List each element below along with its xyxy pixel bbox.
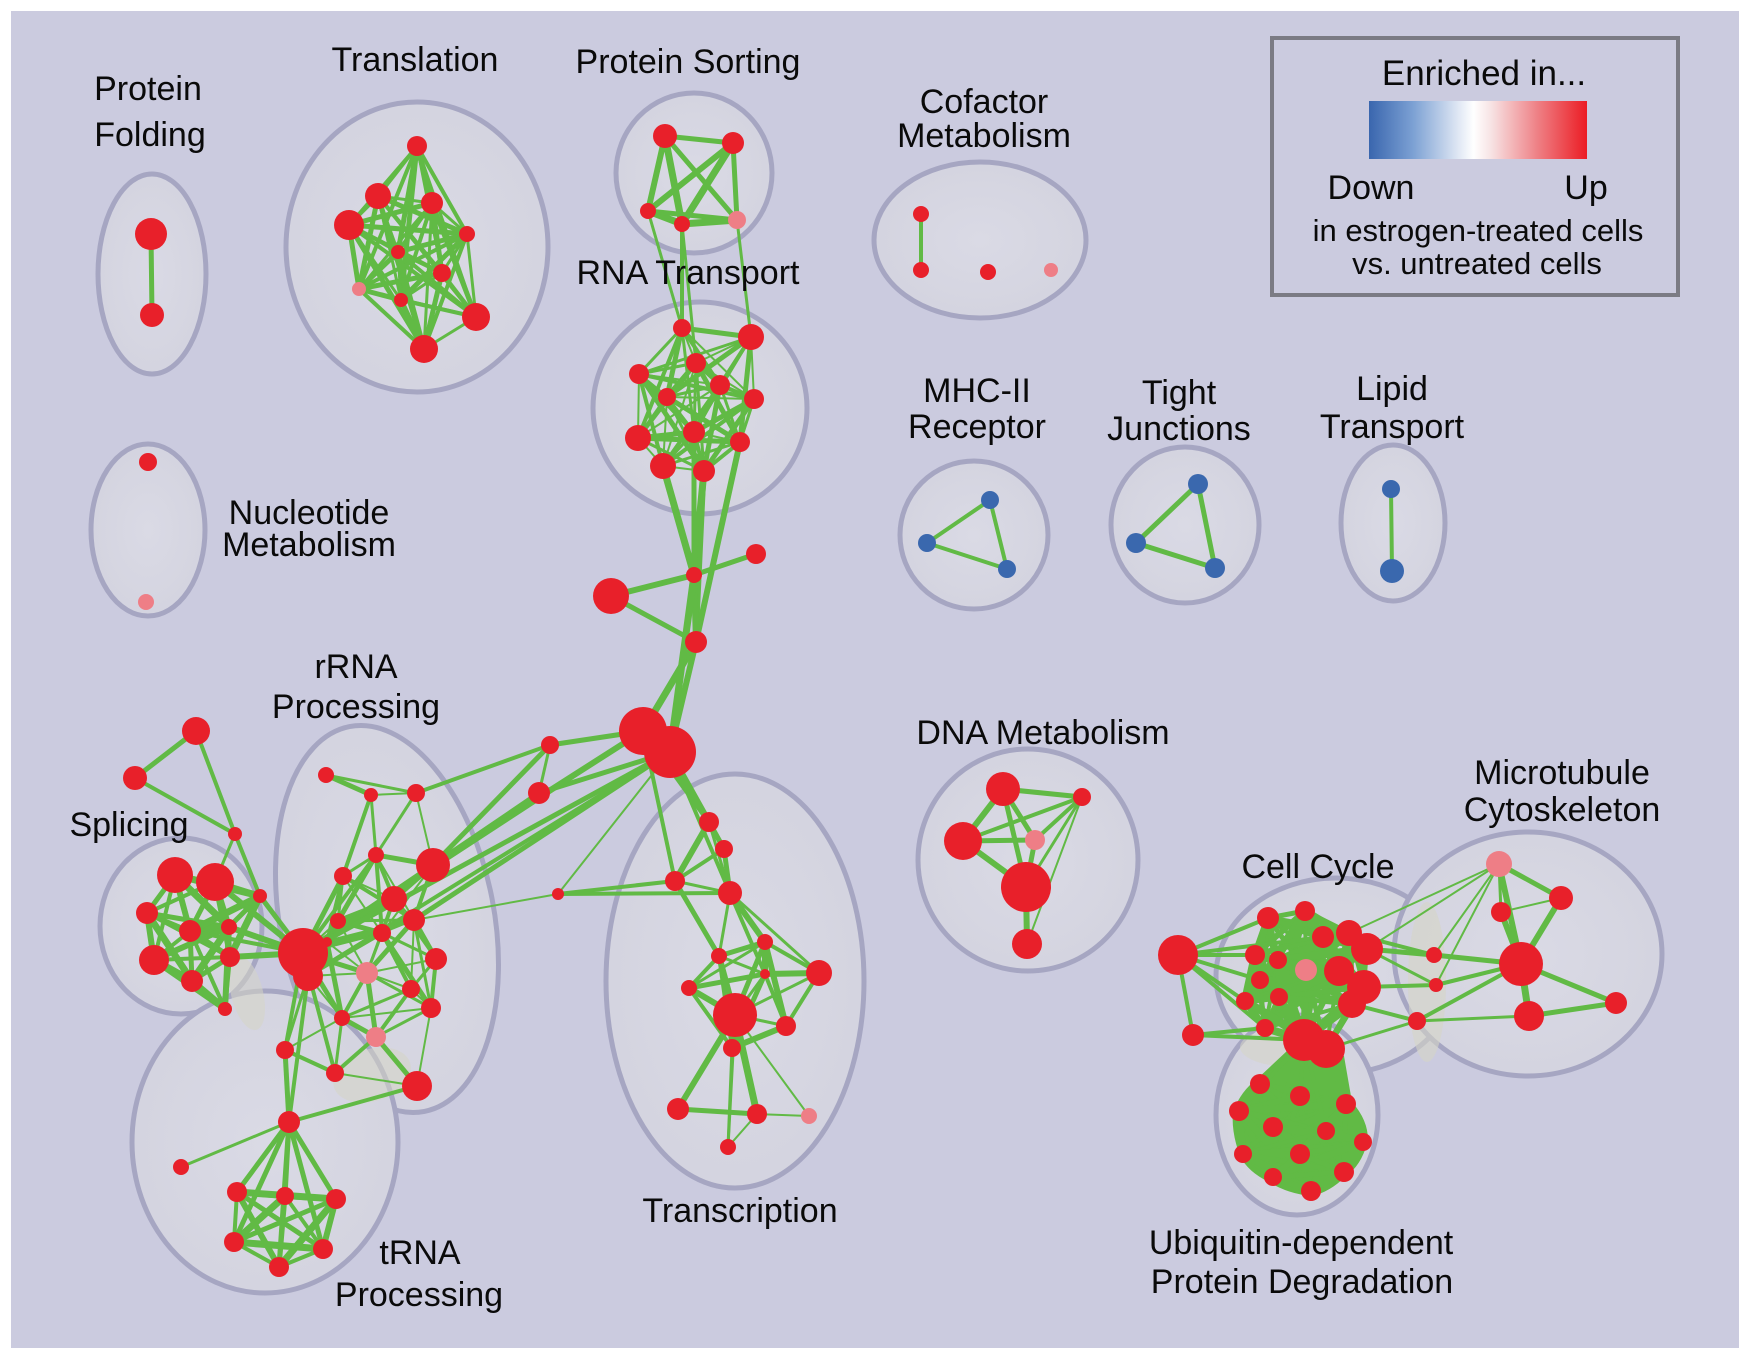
svg-text:Ubiquitin-dependent: Ubiquitin-dependent: [1149, 1224, 1454, 1262]
svg-text:Transport: Transport: [1320, 408, 1465, 446]
svg-text:RNA Transport: RNA Transport: [577, 254, 801, 292]
svg-text:Splicing: Splicing: [69, 806, 188, 844]
svg-text:Protein: Protein: [94, 70, 202, 108]
svg-text:Protein Sorting: Protein Sorting: [576, 43, 801, 81]
svg-text:Receptor: Receptor: [908, 408, 1046, 446]
svg-text:Microtubule: Microtubule: [1474, 754, 1650, 792]
svg-text:Cell Cycle: Cell Cycle: [1241, 848, 1394, 886]
svg-text:Lipid: Lipid: [1356, 370, 1428, 408]
svg-text:Nucleotide: Nucleotide: [229, 494, 390, 532]
svg-text:Translation: Translation: [332, 41, 499, 79]
svg-text:Protein Degradation: Protein Degradation: [1151, 1263, 1453, 1301]
svg-text:Enriched in...: Enriched in...: [1382, 54, 1586, 93]
svg-text:DNA Metabolism: DNA Metabolism: [916, 714, 1169, 752]
svg-text:Cytoskeleton: Cytoskeleton: [1464, 791, 1661, 829]
svg-text:tRNA: tRNA: [379, 1234, 461, 1272]
svg-text:vs. untreated cells: vs. untreated cells: [1352, 246, 1602, 281]
svg-text:Metabolism: Metabolism: [222, 526, 396, 564]
svg-text:Cofactor: Cofactor: [920, 83, 1049, 121]
svg-text:Processing: Processing: [335, 1276, 503, 1314]
svg-text:MHC-II: MHC-II: [923, 372, 1031, 410]
svg-text:in estrogen-treated cells: in estrogen-treated cells: [1313, 213, 1644, 248]
svg-text:Processing: Processing: [272, 688, 440, 726]
svg-text:Folding: Folding: [94, 116, 206, 154]
svg-text:rRNA: rRNA: [314, 648, 397, 686]
svg-text:Down: Down: [1328, 169, 1415, 207]
svg-text:Up: Up: [1564, 169, 1607, 207]
svg-text:Metabolism: Metabolism: [897, 117, 1071, 155]
svg-text:Tight: Tight: [1142, 374, 1217, 412]
svg-text:Junctions: Junctions: [1107, 410, 1251, 448]
svg-text:Transcription: Transcription: [642, 1192, 837, 1230]
